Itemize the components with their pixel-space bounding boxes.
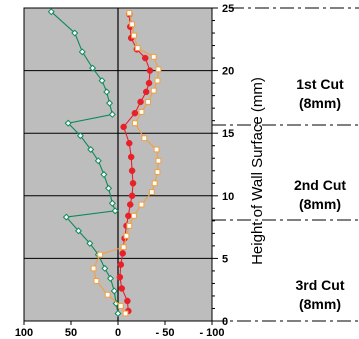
data-point (103, 88, 111, 96)
data-point (129, 21, 135, 28)
data-point (141, 135, 148, 142)
data-point (127, 153, 135, 161)
cut-label: 3rd Cut (296, 277, 345, 293)
data-point (117, 261, 125, 268)
y-tick-label: 20 (222, 66, 234, 78)
data-point (105, 184, 113, 192)
data-point (71, 29, 79, 37)
cut-label: 2nd Cut (294, 177, 346, 193)
data-point (117, 303, 124, 309)
data-point (142, 88, 150, 96)
x-tick-label: 50 (65, 327, 77, 339)
data-point (112, 299, 120, 307)
data-point (78, 48, 86, 56)
data-point (151, 180, 158, 187)
data-point (131, 212, 137, 219)
data-point (142, 54, 149, 62)
data-point (93, 278, 100, 284)
data-point (104, 291, 111, 298)
data-point (110, 287, 118, 295)
data-point (150, 87, 157, 94)
x-tick-labels: 100 50 0 - 50 - 100 (15, 321, 225, 339)
data-point (101, 264, 109, 272)
data-point (64, 119, 72, 127)
data-point (154, 169, 161, 175)
data-point (150, 53, 157, 60)
y-axis-label: Height of Wall Surface (mm) (249, 77, 266, 265)
data-point (98, 77, 106, 85)
x-tick-label: - 100 (199, 327, 224, 339)
data-point (138, 201, 145, 208)
cut-dividers (212, 7, 359, 322)
y-tick-label: 25 (222, 3, 234, 15)
data-point (123, 232, 130, 239)
cut-label: 1st Cut (296, 76, 344, 92)
data-point (128, 192, 136, 200)
y-tick-label: 0 (222, 316, 228, 328)
data-point (155, 157, 162, 164)
data-point (62, 213, 70, 221)
data-point (119, 250, 126, 257)
cut-sublabel: (8mm) (299, 196, 341, 212)
x-tick-label: 100 (15, 327, 33, 339)
data-point (148, 189, 155, 195)
data-point (126, 201, 134, 208)
data-point (131, 109, 139, 117)
data-point (126, 222, 133, 229)
data-point (126, 139, 133, 147)
data-point (120, 123, 127, 131)
data-point (131, 32, 137, 39)
data-point (90, 265, 97, 272)
data-point (132, 120, 138, 127)
series-orange (90, 10, 162, 317)
data-point (124, 297, 131, 305)
data-point (145, 79, 153, 87)
data-point (137, 98, 144, 106)
data-point (122, 310, 129, 317)
data-point (145, 99, 151, 105)
cut-labels: 1st Cut (8mm) 2nd Cut (8mm) 3rd Cut (8mm) (294, 76, 346, 312)
y-tick-label: 15 (222, 128, 234, 140)
data-point (87, 145, 95, 153)
data-point (86, 239, 94, 247)
data-point (97, 251, 104, 258)
cut-sublabel: (8mm) (299, 296, 341, 312)
data-point (76, 132, 84, 140)
x-tick-label: - 50 (156, 327, 175, 339)
data-point (120, 244, 127, 251)
data-point (114, 309, 122, 317)
y-tick-label: 10 (222, 191, 234, 203)
y-tick-label: 5 (222, 253, 228, 265)
data-point (47, 8, 55, 16)
x-tick-label: 0 (115, 327, 121, 339)
data-point (153, 146, 160, 153)
data-point (106, 274, 114, 282)
series-layer (47, 8, 162, 317)
data-point (126, 10, 133, 16)
data-point (155, 66, 162, 73)
data-point (108, 110, 116, 118)
data-point (128, 167, 136, 175)
data-point (116, 273, 124, 281)
series-green (47, 8, 122, 317)
data-point (146, 67, 154, 74)
data-point (134, 45, 141, 51)
data-point (111, 207, 119, 215)
data-point (125, 212, 132, 220)
data-point (100, 171, 108, 179)
data-point (75, 227, 83, 235)
data-point (154, 77, 161, 84)
cut-sublabel: (8mm) (299, 95, 341, 111)
data-point (108, 199, 116, 207)
data-point (129, 180, 137, 187)
data-point (138, 109, 145, 115)
data-point (106, 99, 114, 107)
series-line (93, 12, 159, 314)
data-point (89, 64, 97, 72)
data-point (94, 157, 102, 165)
y-tick-labels: 0 5 10 15 20 25 (212, 3, 234, 328)
data-point (118, 285, 126, 292)
